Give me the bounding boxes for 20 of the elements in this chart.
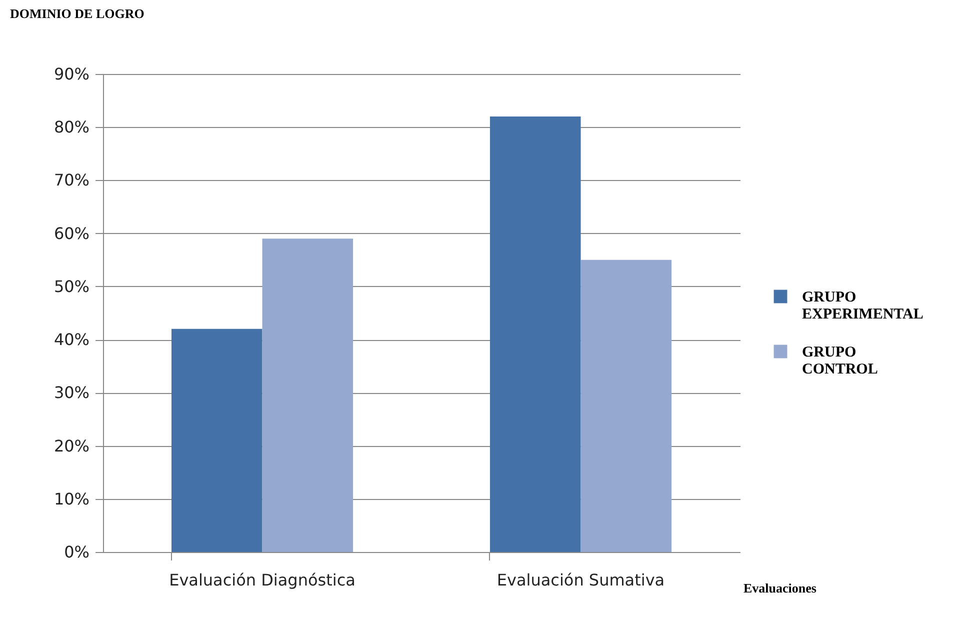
bar xyxy=(580,260,672,552)
x-axis-title: Evaluaciones xyxy=(744,580,816,596)
y-tick-label: 70% xyxy=(54,170,90,190)
y-tick-label: 60% xyxy=(54,224,90,243)
bar xyxy=(171,328,262,552)
y-tick-label: 20% xyxy=(54,436,90,456)
x-tick-label: Evaluación Sumativa xyxy=(496,570,665,590)
legend-label: GRUPO EXPERIMENTAL xyxy=(802,290,924,322)
y-tick-label: 40% xyxy=(54,330,90,350)
y-tick-label: 30% xyxy=(54,383,90,402)
y-tick-label: 80% xyxy=(54,118,90,137)
chart-title: DOMINIO DE LOGRO xyxy=(10,6,144,21)
legend-label: GRUPO CONTROL xyxy=(802,344,878,378)
y-tick-label: 90% xyxy=(54,64,90,84)
x-tick-label: Evaluación Diagnóstica xyxy=(169,570,356,590)
bar xyxy=(490,116,581,552)
y-tick-label: 0% xyxy=(64,542,90,562)
y-tick-label: 50% xyxy=(54,276,90,296)
bar xyxy=(262,238,354,552)
y-tick-label: 10% xyxy=(54,489,90,508)
